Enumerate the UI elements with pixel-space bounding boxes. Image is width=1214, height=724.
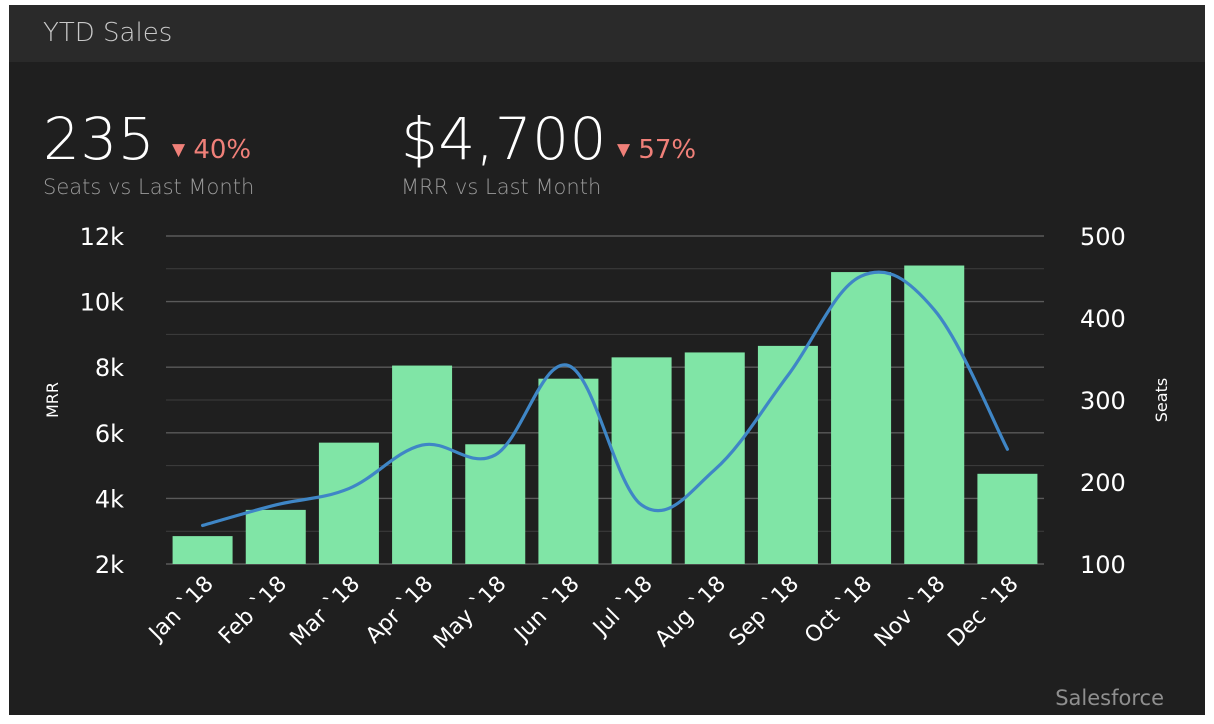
x-tick-label: Mar `18 — [286, 572, 366, 652]
bar-dec-18 — [977, 473, 1038, 564]
down-arrow-icon: ▼ — [617, 140, 631, 160]
y-tick-label: 6k — [95, 420, 124, 448]
y-tick-label: 12k — [80, 223, 125, 251]
x-tick-label: Oct `18 — [800, 572, 877, 649]
bar-sep-18 — [757, 345, 818, 564]
y2-tick-label: 100 — [1080, 551, 1126, 579]
bar-jul-18 — [611, 357, 672, 564]
bar-jun-18 — [538, 378, 599, 564]
y2-axis-title: Seats — [1152, 378, 1171, 422]
y2-tick-label: 300 — [1080, 387, 1126, 415]
mrr-delta: ▼ 57% — [617, 135, 696, 165]
x-tick-label: Jul `18 — [587, 572, 657, 642]
card-header: YTD Sales — [9, 5, 1205, 62]
bar-mar-18 — [318, 442, 379, 564]
x-tick-label: Feb `18 — [214, 572, 292, 650]
seats-delta: ▼ 40% — [172, 135, 251, 165]
x-tick-label: Apr `18 — [361, 572, 438, 649]
card-title: YTD Sales — [43, 18, 173, 48]
footer-brand: Salesforce — [1055, 686, 1164, 710]
x-tick-label: Jan `18 — [143, 572, 219, 648]
bar-may-18 — [465, 444, 526, 564]
bar-oct-18 — [831, 272, 892, 564]
down-arrow-icon: ▼ — [172, 140, 186, 160]
bar-feb-18 — [245, 509, 306, 564]
seats-caption: Seats vs Last Month — [43, 175, 255, 199]
ytd-chart: 12k 10k 8k 6k 4k 2k 500 400 300 200 100 MRR Seats Jan… — [43, 223, 1171, 654]
x-tick-label: Sep `18 — [725, 572, 805, 652]
ytd-sales-card: YTD Sales 235 ▼ 40% Seats vs Last Month … — [9, 5, 1205, 715]
y-tick-label: 4k — [95, 485, 124, 513]
bar-aug-18 — [684, 352, 745, 564]
x-tick-label: Jun `18 — [509, 572, 585, 648]
y2-tick-label: 400 — [1080, 305, 1126, 333]
seats-kpi: 235 ▼ 40% Seats vs Last Month — [43, 105, 254, 199]
x-tick-label: Nov `18 — [870, 572, 951, 653]
y-axis-title: MRR — [43, 382, 62, 418]
y2-tick-label: 500 — [1080, 223, 1126, 251]
bar-nov-18 — [904, 265, 965, 564]
mrr-value: $4,700 — [401, 105, 607, 173]
seats-line — [200, 270, 1010, 528]
bar-apr-18 — [392, 365, 453, 564]
x-tick-label: Dec `18 — [943, 572, 1023, 652]
bar-jan-18 — [172, 536, 233, 564]
x-tick-label: May `18 — [429, 572, 511, 654]
x-tick-label: Aug `18 — [650, 572, 731, 653]
seats-value: 235 — [43, 105, 156, 173]
y-tick-label: 8k — [95, 354, 124, 382]
mrr-caption: MRR vs Last Month — [401, 175, 602, 199]
seats-delta-value: 40% — [193, 135, 252, 165]
mrr-kpi: $4,700 ▼ 57% MRR vs Last Month — [401, 105, 696, 199]
y-tick-label: 2k — [95, 551, 124, 579]
y-tick-label: 10k — [80, 289, 125, 317]
y2-tick-label: 200 — [1080, 469, 1126, 497]
mrr-delta-value: 57% — [638, 135, 697, 165]
